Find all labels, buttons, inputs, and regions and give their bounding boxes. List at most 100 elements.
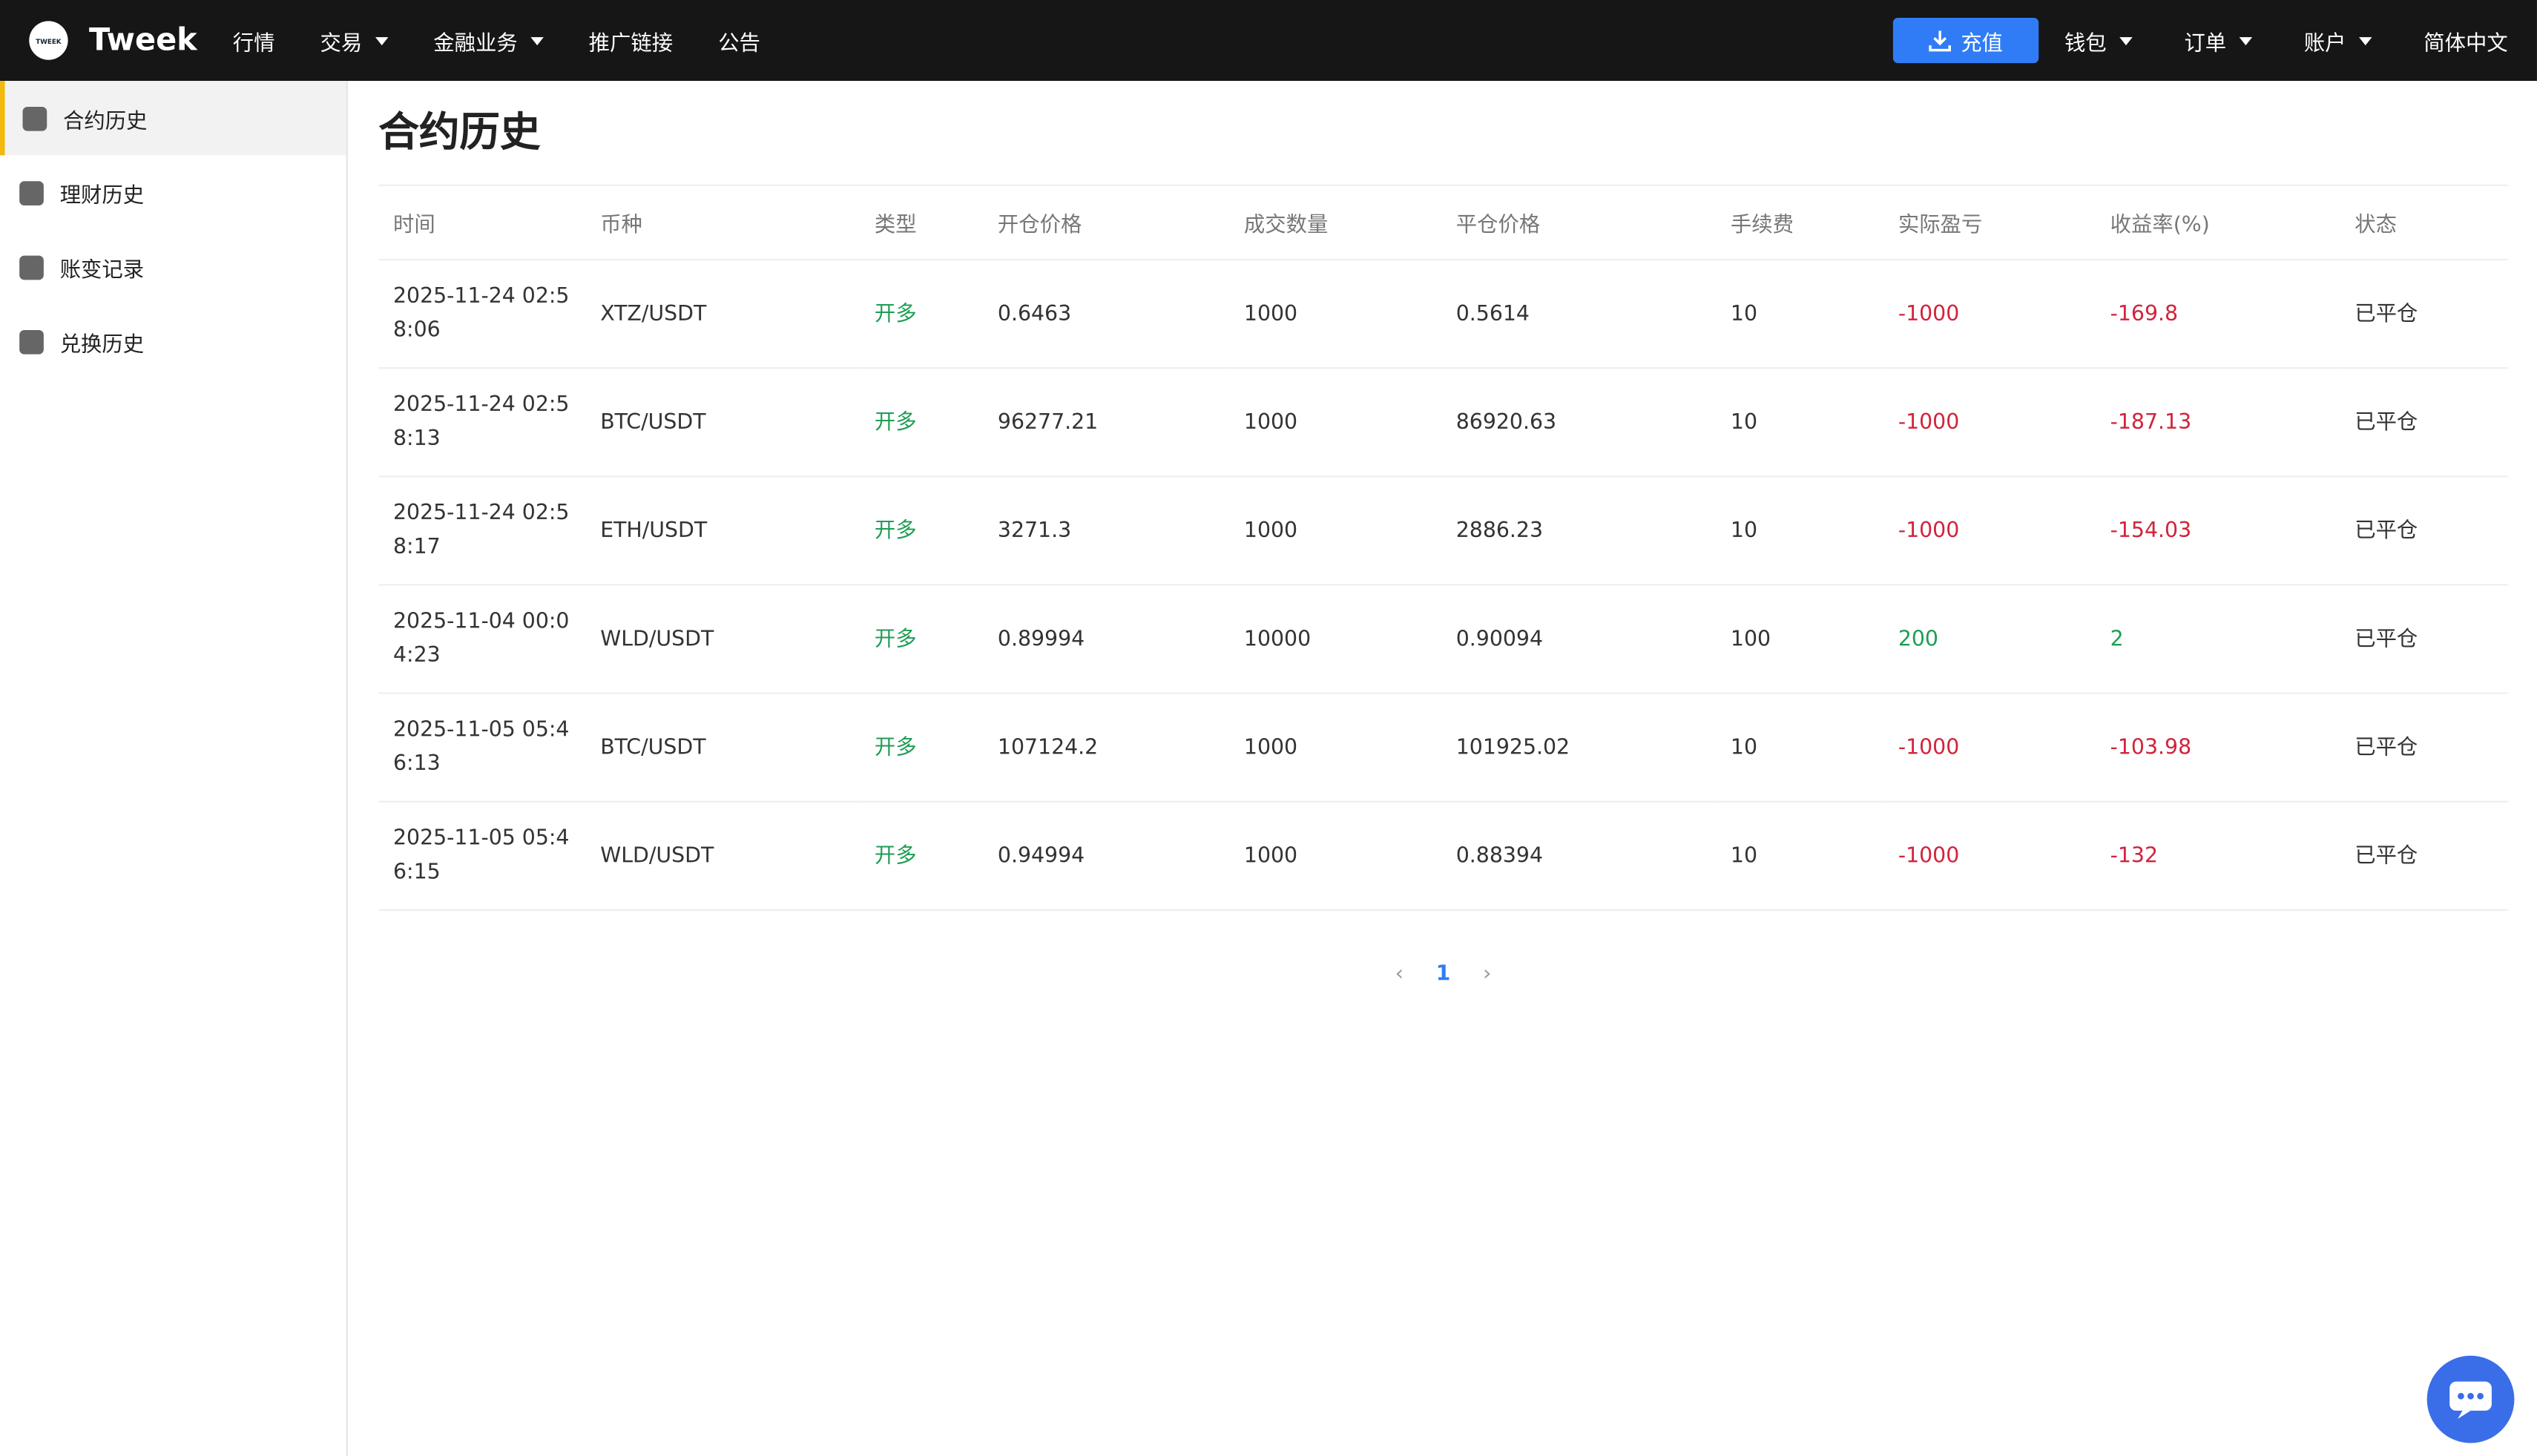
table-cell: 已平仓: [2340, 693, 2508, 803]
table-cell: 开多: [860, 260, 984, 369]
dropdown-caret: [530, 36, 544, 45]
page-number[interactable]: 1: [1435, 962, 1451, 987]
table-cell: 0.89994: [983, 584, 1230, 694]
nav-item[interactable]: 账户: [2304, 25, 2372, 56]
table-cell: -1000: [1883, 368, 2096, 478]
table-cell: 0.94994: [983, 801, 1230, 911]
table-cell: -1000: [1883, 801, 2096, 911]
table-cell: 开多: [860, 476, 984, 586]
nav-item[interactable]: 行情: [233, 25, 275, 56]
deposit-button[interactable]: 充值: [1892, 17, 2039, 64]
deposit-label: 充值: [1961, 31, 2004, 56]
nav-label: 公告: [718, 31, 760, 56]
table-cell: -169.8: [2096, 260, 2340, 369]
column-header: 收益率(%): [2096, 185, 2340, 261]
table-cell: 已平仓: [2340, 476, 2508, 586]
table-cell: 开多: [860, 693, 984, 803]
table-cell: -154.03: [2096, 476, 2340, 586]
nav-label: 钱包: [2064, 31, 2107, 56]
table-cell: BTC/USDT: [585, 368, 861, 478]
table-cell: XTZ/USDT: [585, 260, 861, 369]
page-title: 合约历史: [378, 108, 541, 156]
table-cell: 10: [1716, 368, 1884, 478]
table-cell: 已平仓: [2340, 260, 2508, 369]
column-header: 状态: [2340, 185, 2508, 261]
sidebar-icon: [19, 180, 44, 205]
table-cell: 1000: [1229, 693, 1442, 803]
nav-label: 金融业务: [433, 31, 518, 56]
chat-icon: [2449, 1381, 2492, 1419]
sidebar-item[interactable]: 理财历史: [0, 155, 346, 229]
sidebar-item[interactable]: 账变记录: [0, 230, 346, 304]
table-cell: ETH/USDT: [585, 476, 861, 586]
sidebar-item[interactable]: 兑换历史: [0, 304, 346, 378]
table-cell: 2: [2096, 584, 2340, 694]
nav-item[interactable]: 钱包: [2064, 25, 2133, 56]
table-cell: 0.6463: [983, 260, 1230, 369]
table-cell: 200: [1883, 584, 2096, 694]
nav-label: 订单: [2184, 31, 2227, 56]
table-cell: 2025-11-24 02:58:17: [378, 476, 586, 586]
table-cell: -1000: [1883, 260, 2096, 369]
table-cell: 2025-11-24 02:58:06: [378, 260, 586, 369]
dropdown-caret: [2239, 36, 2253, 45]
table-cell: 2025-11-05 05:46:13: [378, 693, 586, 803]
table-cell: 2025-11-05 05:46:15: [378, 801, 586, 911]
table-cell: 96277.21: [983, 368, 1230, 478]
table-cell: 107124.2: [983, 693, 1230, 803]
column-header: 类型: [860, 185, 984, 261]
nav-item[interactable]: 交易: [320, 25, 389, 56]
table-row: 2025-11-05 05:46:13 BTC/USDT 开多 107124.2 100…: [378, 693, 2508, 803]
right-nav: 钱包 订单 账户 简体中文: [2064, 25, 2508, 56]
history-table: 时间 币种 类型 开仓价格 成交数量 平仓价格 手续费 实际盈亏 收益率(%) 状态 2025-11…: [378, 184, 2508, 911]
prev-page[interactable]: ‹: [1395, 962, 1404, 987]
nav-item[interactable]: 公告: [718, 25, 760, 56]
table-cell: 1000: [1229, 476, 1442, 586]
nav-label: 推广链接: [588, 31, 674, 56]
sidebar-item[interactable]: 合约历史: [0, 81, 346, 156]
table-cell: 2025-11-24 02:58:13: [378, 368, 586, 478]
column-header: 币种: [585, 185, 861, 261]
sidebar-label: 兑换历史: [59, 332, 145, 357]
nav-item[interactable]: 金融业务: [433, 25, 544, 56]
nav-item[interactable]: 简体中文: [2424, 25, 2507, 56]
table-cell: -1000: [1883, 693, 2096, 803]
table-cell: 0.5614: [1441, 260, 1717, 369]
table-row: 2025-11-24 02:58:17 ETH/USDT 开多 3271.3 1000 2…: [378, 476, 2508, 586]
table-cell: -187.13: [2096, 368, 2340, 478]
dropdown-caret: [2119, 36, 2133, 45]
logo[interactable]: TWEEK: [29, 21, 68, 60]
nav-item[interactable]: 推广链接: [589, 25, 673, 56]
chat-button[interactable]: [2426, 1355, 2515, 1443]
table-cell: 2025-11-04 00:04:23: [378, 584, 586, 694]
table-cell: 3271.3: [983, 476, 1230, 586]
table-cell: 已平仓: [2340, 801, 2508, 911]
nav-label: 交易: [320, 31, 363, 56]
table-cell: 10: [1716, 476, 1884, 586]
table-cell: 1000: [1229, 368, 1442, 478]
table-row: 2025-11-24 02:58:13 BTC/USDT 开多 96277.21 100…: [378, 368, 2508, 478]
nav-item[interactable]: 订单: [2184, 25, 2253, 56]
nav-label: 行情: [232, 31, 275, 56]
table-cell: 已平仓: [2340, 368, 2508, 478]
sidebar-label: 账变记录: [59, 257, 145, 283]
table-row: 2025-11-04 00:04:23 WLD/USDT 开多 0.89994 1000…: [378, 584, 2508, 694]
next-page[interactable]: ›: [1483, 962, 1492, 987]
brand[interactable]: Tweek: [88, 22, 197, 59]
column-header: 开仓价格: [983, 185, 1230, 261]
sidebar: 合约历史 理财历史账变记录兑换历史: [0, 81, 348, 1456]
table-cell: 开多: [860, 801, 984, 911]
table-cell: -132: [2096, 801, 2340, 911]
table-cell: -103.98: [2096, 693, 2340, 803]
sidebar-icon: [22, 105, 47, 131]
table-cell: WLD/USDT: [585, 584, 861, 694]
table-cell: 10: [1716, 693, 1884, 803]
column-header: 成交数量: [1229, 185, 1442, 261]
table-cell: 开多: [860, 368, 984, 478]
table-cell: 0.90094: [1441, 584, 1717, 694]
table-cell: BTC/USDT: [585, 693, 861, 803]
nav-label: 账户: [2303, 31, 2346, 56]
nav: 行情 交易 金融业务 推广链接 公告: [233, 25, 760, 56]
